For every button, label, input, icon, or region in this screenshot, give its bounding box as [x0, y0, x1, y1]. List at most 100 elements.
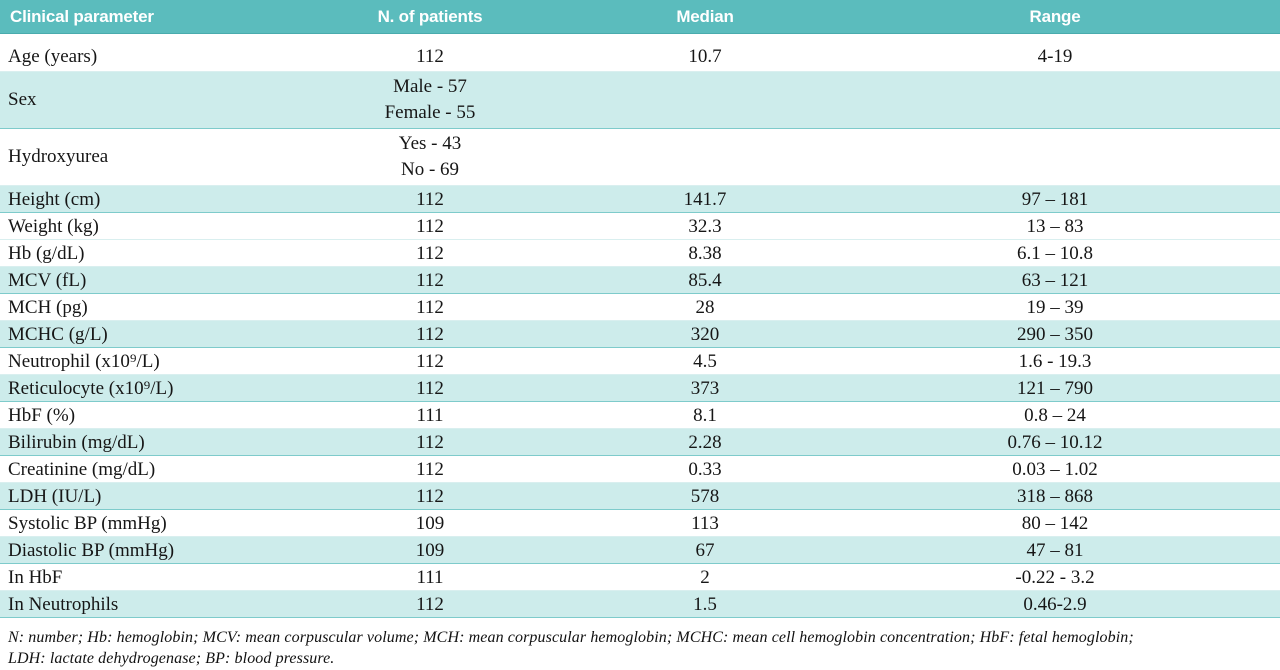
n-patients-cell: 109 — [280, 509, 580, 537]
n-patients-cell: 111 — [280, 563, 580, 591]
table-row: In Neutrophils 112 1.5 0.46-2.9 — [0, 590, 1280, 618]
parameter-cell: MCV (fL) — [0, 266, 280, 294]
median-cell — [580, 71, 830, 129]
range-cell — [830, 128, 1280, 186]
table-row: Reticulocyte (x10⁹/L) 112 373 121 – 790 — [0, 374, 1280, 402]
n-patients-cell: 112 — [280, 293, 580, 321]
parameter-cell: Weight (kg) — [0, 212, 280, 240]
table-row: HbF (%) 111 8.1 0.8 – 24 — [0, 401, 1280, 429]
range-cell: 0.8 – 24 — [830, 401, 1280, 429]
clinical-parameters-table: Clinical parameter N. of patients Median… — [0, 0, 1280, 618]
table-row: Height (cm) 112 141.7 97 – 181 — [0, 185, 1280, 213]
column-header-clinical-parameter: Clinical parameter — [0, 0, 280, 34]
n-patients-cell: 112 — [280, 428, 580, 456]
median-cell: 32.3 — [580, 212, 830, 240]
parameter-cell: LDH (IU/L) — [0, 482, 280, 510]
table-row: Creatinine (mg/dL) 112 0.33 0.03 – 1.02 — [0, 455, 1280, 483]
n-patients-cell: 112 — [280, 455, 580, 483]
median-cell: 373 — [580, 374, 830, 402]
median-cell: 141.7 — [580, 185, 830, 213]
n-patients-cell: 112 — [280, 239, 580, 267]
median-cell: 113 — [580, 509, 830, 537]
table-row: Hydroxyurea Yes - 43 No - 69 — [0, 128, 1280, 186]
table-row: LDH (IU/L) 112 578 318 – 868 — [0, 482, 1280, 510]
range-cell: 0.03 – 1.02 — [830, 455, 1280, 483]
column-header-median: Median — [580, 0, 830, 34]
parameter-cell: HbF (%) — [0, 401, 280, 429]
parameter-cell: In Neutrophils — [0, 590, 280, 618]
table-row: Bilirubin (mg/dL) 112 2.28 0.76 – 10.12 — [0, 428, 1280, 456]
parameter-cell: Diastolic BP (mmHg) — [0, 536, 280, 564]
table-row: Neutrophil (x10⁹/L) 112 4.5 1.6 - 19.3 — [0, 347, 1280, 375]
range-cell: 121 – 790 — [830, 374, 1280, 402]
footnote-line: LDH: lactate dehydrogenase; BP: blood pr… — [8, 650, 335, 667]
n-patients-cell: 112 — [280, 320, 580, 348]
range-cell: 47 – 81 — [830, 536, 1280, 564]
n-patients-cell: Male - 57 Female - 55 — [280, 71, 580, 129]
median-cell: 4.5 — [580, 347, 830, 375]
parameter-cell: Hb (g/dL) — [0, 239, 280, 267]
median-cell: 10.7 — [580, 33, 830, 72]
table-header: Clinical parameter N. of patients Median… — [0, 0, 1280, 34]
n-patients-cell: Yes - 43 No - 69 — [280, 128, 580, 186]
range-cell: 318 – 868 — [830, 482, 1280, 510]
table-row: Weight (kg) 112 32.3 13 – 83 — [0, 212, 1280, 240]
column-header-n-of-patients: N. of patients — [280, 0, 580, 34]
median-cell: 2 — [580, 563, 830, 591]
table-row: MCH (pg) 112 28 19 – 39 — [0, 293, 1280, 321]
parameter-cell: Neutrophil (x10⁹/L) — [0, 347, 280, 375]
table-row: Hb (g/dL) 112 8.38 6.1 – 10.8 — [0, 239, 1280, 267]
range-cell: -0.22 - 3.2 — [830, 563, 1280, 591]
median-cell — [580, 128, 830, 186]
footnote-line: N: number; Hb: hemoglobin; MCV: mean cor… — [8, 629, 1134, 646]
parameter-cell: In HbF — [0, 563, 280, 591]
table-row: MCHC (g/L) 112 320 290 – 350 — [0, 320, 1280, 348]
table-footnote: N: number; Hb: hemoglobin; MCV: mean cor… — [8, 627, 1280, 669]
median-cell: 28 — [580, 293, 830, 321]
range-cell: 97 – 181 — [830, 185, 1280, 213]
parameter-cell: Creatinine (mg/dL) — [0, 455, 280, 483]
n-patients-cell: 111 — [280, 401, 580, 429]
median-cell: 85.4 — [580, 266, 830, 294]
median-cell: 320 — [580, 320, 830, 348]
parameter-cell: Height (cm) — [0, 185, 280, 213]
table-row: In HbF 111 2 -0.22 - 3.2 — [0, 563, 1280, 591]
range-cell: 13 – 83 — [830, 212, 1280, 240]
table-row: Age (years) 112 10.7 4-19 — [0, 33, 1280, 72]
n-patients-cell: 112 — [280, 482, 580, 510]
range-cell: 0.46-2.9 — [830, 590, 1280, 618]
median-cell: 67 — [580, 536, 830, 564]
range-cell: 290 – 350 — [830, 320, 1280, 348]
n-patients-cell: 109 — [280, 536, 580, 564]
range-cell — [830, 71, 1280, 129]
n-patients-cell: 112 — [280, 33, 580, 72]
range-cell: 80 – 142 — [830, 509, 1280, 537]
n-patients-cell: 112 — [280, 185, 580, 213]
parameter-cell: Bilirubin (mg/dL) — [0, 428, 280, 456]
parameter-cell: Sex — [0, 71, 280, 129]
table-row: MCV (fL) 112 85.4 63 – 121 — [0, 266, 1280, 294]
median-cell: 8.1 — [580, 401, 830, 429]
n-patients-cell: 112 — [280, 374, 580, 402]
range-cell: 0.76 – 10.12 — [830, 428, 1280, 456]
table-row: Diastolic BP (mmHg) 109 67 47 – 81 — [0, 536, 1280, 564]
table-body: Age (years) 112 10.7 4-19 Sex Male - 57 Female… — [0, 33, 1280, 618]
range-cell: 1.6 - 19.3 — [830, 347, 1280, 375]
range-cell: 4-19 — [830, 33, 1280, 72]
n-patients-cell: 112 — [280, 590, 580, 618]
range-cell: 63 – 121 — [830, 266, 1280, 294]
median-cell: 2.28 — [580, 428, 830, 456]
header-row: Clinical parameter N. of patients Median… — [0, 0, 1280, 34]
median-cell: 1.5 — [580, 590, 830, 618]
n-patients-cell: 112 — [280, 347, 580, 375]
parameter-cell: Systolic BP (mmHg) — [0, 509, 280, 537]
range-cell: 19 – 39 — [830, 293, 1280, 321]
parameter-cell: Hydroxyurea — [0, 128, 280, 186]
range-cell: 6.1 – 10.8 — [830, 239, 1280, 267]
table-row: Sex Male - 57 Female - 55 — [0, 71, 1280, 129]
column-header-range: Range — [830, 0, 1280, 34]
parameter-cell: MCHC (g/L) — [0, 320, 280, 348]
n-patients-cell: 112 — [280, 266, 580, 294]
parameter-cell: MCH (pg) — [0, 293, 280, 321]
